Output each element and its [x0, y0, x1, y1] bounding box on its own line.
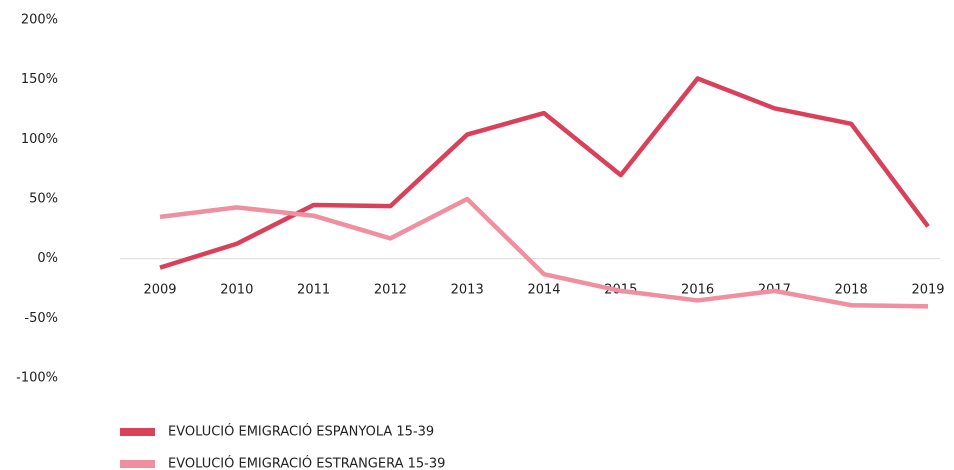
legend-swatch — [120, 460, 155, 468]
x-tick-label: 2013 — [451, 283, 484, 298]
y-tick-label: 100% — [21, 132, 58, 147]
y-tick-label: 0% — [37, 251, 58, 266]
x-tick-label: 2012 — [374, 283, 407, 298]
legend-swatch — [120, 428, 155, 436]
x-tick-label: 2009 — [143, 283, 176, 298]
y-tick-label: -50% — [24, 311, 58, 326]
x-tick-label: 2019 — [911, 283, 944, 298]
legend-label: EVOLUCIÓ EMIGRACIÓ ESPANYOLA 15-39 — [168, 424, 434, 440]
x-tick-label: 2014 — [527, 283, 560, 298]
y-tick-label: 200% — [21, 13, 58, 28]
x-tick-label: 2016 — [681, 283, 714, 298]
x-tick-label: 2018 — [835, 283, 868, 298]
x-tick-label: 2011 — [297, 283, 330, 298]
y-tick-label: -100% — [16, 371, 58, 386]
series-line — [159, 196, 929, 309]
legend-label: EVOLUCIÓ EMIGRACIÓ ESTRANGERA 15-39 — [168, 456, 445, 470]
y-tick-label: 150% — [21, 72, 58, 87]
series-line — [159, 76, 930, 270]
x-tick-label: 2010 — [220, 283, 253, 298]
y-tick-label: 50% — [29, 192, 58, 207]
